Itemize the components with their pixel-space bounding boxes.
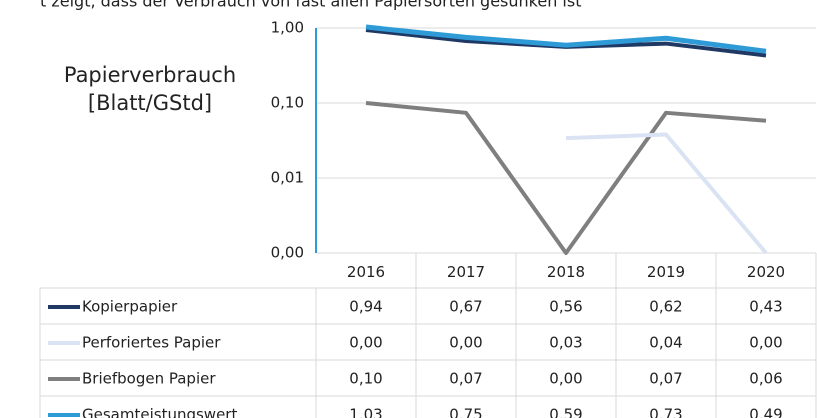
x-tick-label: 2016 <box>347 263 385 281</box>
table-value: 0,06 <box>749 370 782 388</box>
table-value: 0,10 <box>349 370 382 388</box>
table-value: 0,59 <box>549 406 582 418</box>
table-value: 0,00 <box>749 334 782 352</box>
table-value: 0,00 <box>449 334 482 352</box>
series-line <box>365 101 767 255</box>
table-value: 0,67 <box>449 298 482 316</box>
y-tick-label: 0,00 <box>271 244 304 262</box>
x-tick-label: 2017 <box>447 263 485 281</box>
table-value: 0,75 <box>449 406 482 418</box>
table-value: 0,07 <box>649 370 682 388</box>
series-line <box>365 24 767 54</box>
y-axis-label: [Blatt/GStd] <box>88 91 212 115</box>
y-tick-label: 0,10 <box>271 94 304 112</box>
table-value: 0,56 <box>549 298 582 316</box>
table-value: 0,00 <box>549 370 582 388</box>
x-tick-label: 2020 <box>747 263 785 281</box>
table-value: 0,49 <box>749 406 782 418</box>
legend-label: Kopierpapier <box>82 298 178 316</box>
table-value: 0,94 <box>349 298 382 316</box>
table-value: 0,07 <box>449 370 482 388</box>
table-value: 1,03 <box>349 406 382 418</box>
y-tick-label: 0,01 <box>271 169 304 187</box>
table-value: 0,73 <box>649 406 682 418</box>
table-value: 0,03 <box>549 334 582 352</box>
table-value: 0,62 <box>649 298 682 316</box>
x-tick-label: 2019 <box>647 263 685 281</box>
series-line <box>565 132 768 255</box>
table-value: 0,04 <box>649 334 682 352</box>
header-text: t zeigt, dass der Verbrauch von fast all… <box>40 0 581 11</box>
legend-label: Gesamteistungswert <box>82 406 237 418</box>
table-value: 0,43 <box>749 298 782 316</box>
legend-label: Perforiertes Papier <box>82 334 221 352</box>
x-tick-label: 2018 <box>547 263 585 281</box>
table-value: 0,00 <box>349 334 382 352</box>
legend-label: Briefbogen Papier <box>82 370 216 388</box>
y-tick-label: 1,00 <box>271 19 304 37</box>
y-axis-label: Papierverbrauch <box>64 63 236 87</box>
